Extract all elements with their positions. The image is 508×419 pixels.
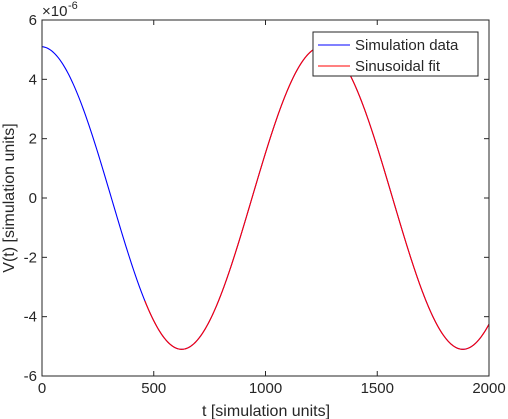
y-exponent-base: ×10	[42, 3, 67, 20]
y-tick-label: 6	[29, 12, 37, 29]
y-tick-label: -6	[24, 368, 37, 385]
y-axis-title: V(t) [simulation units]	[1, 123, 18, 272]
y-tick-label: -4	[24, 309, 37, 326]
x-tick-label: 500	[141, 380, 166, 397]
y-tick-label: -2	[24, 249, 37, 266]
x-tick-label: 0	[38, 380, 46, 397]
y-tick-label: 2	[29, 131, 37, 148]
plot-background	[42, 20, 489, 376]
legend: Simulation data Sinusoidal fit	[312, 31, 479, 77]
x-axis-title: t [simulation units]	[202, 403, 330, 419]
x-tick-label: 1000	[249, 380, 282, 397]
x-axis-ticks: 0 500 1000 1500 2000	[38, 20, 506, 397]
y-axis-ticks: -6 -4 -2 0 2 4 6	[24, 12, 489, 385]
legend-label-simulation-data: Simulation data	[355, 37, 459, 54]
x-tick-label: 1500	[361, 380, 394, 397]
y-tick-label: 0	[29, 190, 37, 207]
y-tick-label: 4	[29, 71, 37, 88]
legend-label-sinusoidal-fit: Sinusoidal fit	[355, 58, 441, 75]
x-tick-label: 2000	[472, 380, 505, 397]
y-exponent-power: -6	[68, 0, 78, 12]
legend-box	[312, 31, 479, 77]
